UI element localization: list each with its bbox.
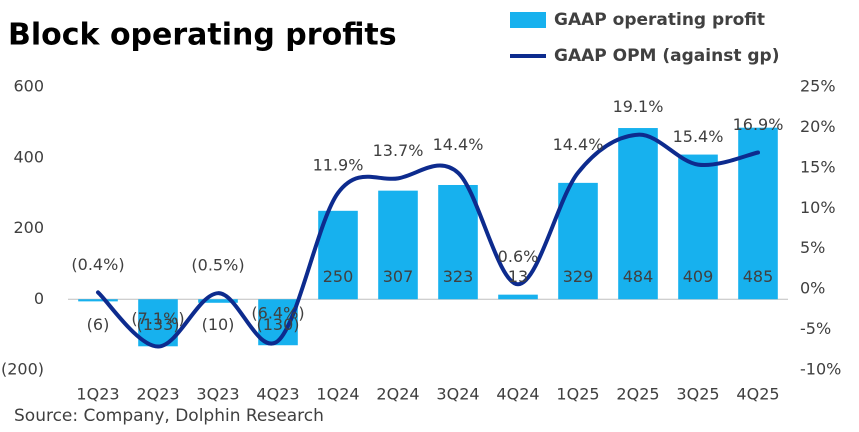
y2-tick-label: -5% [800,319,831,338]
y-tick-label: 0 [34,289,44,308]
x-tick-label: 3Q25 [676,385,719,404]
bar-value-label: 323 [443,267,474,286]
chart-title: Block operating profits [8,18,397,53]
line-value-label: (6.4%) [251,303,304,322]
line-value-label: (0.4%) [71,255,124,274]
line-value-label: 0.6% [498,247,539,266]
y-tick-label: 200 [13,218,44,237]
line-value-label: 15.4% [673,127,724,146]
y2-tick-label: 5% [800,238,825,257]
line-value-label: (7.1%) [131,309,184,328]
bar-value-label: (6) [87,315,110,334]
bar-value-label: 484 [623,267,654,286]
y2-tick-label: 0% [800,279,825,298]
line-value-label: 19.1% [613,97,664,116]
line-value-label: (0.5%) [191,256,244,275]
bar-value-label: 307 [383,267,414,286]
bar-value-label: 409 [683,267,714,286]
bar [618,128,658,300]
x-tick-label: 4Q25 [736,385,779,404]
bar-value-label: (133) [136,315,179,334]
bar-value-label: (10) [202,315,235,334]
bar [198,299,238,303]
bar-value-label: 13 [508,267,528,286]
line-value-label: 11.9% [313,155,364,174]
y2-tick-label: -10% [800,360,841,379]
line-value-label: 16.9% [733,115,784,134]
x-tick-label: 3Q23 [196,385,239,404]
line-value-label: 13.7% [373,141,424,160]
legend-swatch [510,12,546,28]
x-tick-label: 2Q24 [376,385,419,404]
bar [438,184,478,300]
x-tick-label: 1Q24 [316,385,359,404]
bar-value-label: 250 [323,267,354,286]
bar [498,294,538,300]
bar-value-label: (130) [256,315,299,334]
y-tick-label: 400 [13,147,44,166]
bar-value-label: 329 [563,267,594,286]
legend-label: GAAP OPM (against gp) [554,46,779,66]
x-tick-label: 3Q24 [436,385,479,404]
bar [678,154,718,300]
y-tick-label: (200) [1,360,44,379]
x-tick-label: 4Q23 [256,385,299,404]
bar [378,190,418,300]
x-tick-label: 4Q24 [496,385,539,404]
x-tick-label: 2Q23 [136,385,179,404]
x-tick-label: 2Q25 [616,385,659,404]
y2-tick-label: 15% [800,157,836,176]
y2-tick-label: 20% [800,117,836,136]
x-tick-label: 1Q25 [556,385,599,404]
bar [558,182,598,300]
line [96,132,760,349]
legend-label: GAAP operating profit [554,10,765,30]
y-tick-label: 600 [13,77,44,96]
x-tick-label: 1Q23 [76,385,119,404]
bar [78,299,118,302]
y2-tick-label: 10% [800,198,836,217]
source-note: Source: Company, Dolphin Research [14,406,324,426]
y2-tick-label: 25% [800,77,836,96]
bar-value-label: 485 [743,267,774,286]
line-value-label: 14.4% [553,135,604,154]
line-value-label: 14.4% [433,135,484,154]
